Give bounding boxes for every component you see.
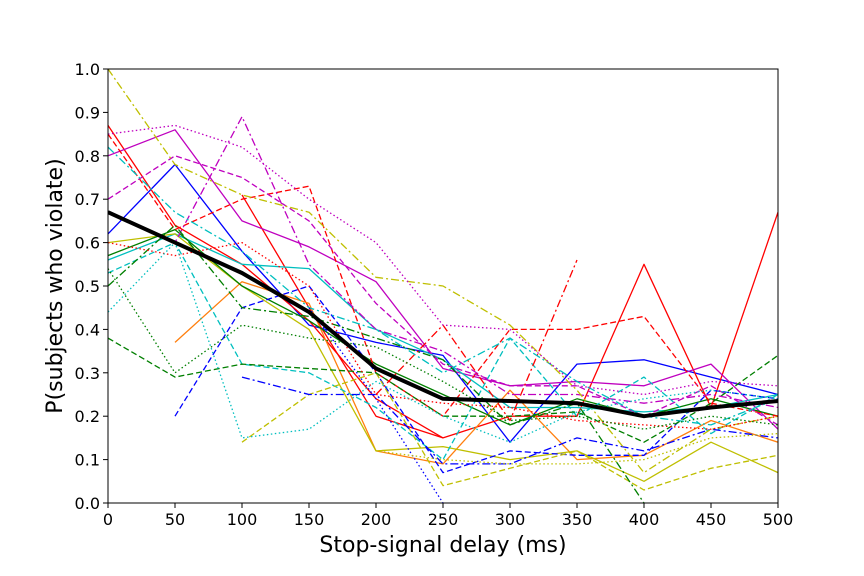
series-line-11 [108, 155, 778, 426]
x-tick-label: 350 [562, 510, 593, 529]
x-tick-label: 500 [763, 510, 794, 529]
series-line-24 [108, 241, 778, 443]
y-tick-label: 0.5 [75, 277, 100, 296]
series-line-26 [108, 268, 778, 430]
y-tick-label: 0.8 [75, 147, 100, 166]
x-tick-label: 100 [227, 510, 258, 529]
y-tick-label: 0.3 [75, 364, 100, 383]
y-tick-label: 0.2 [75, 407, 100, 426]
x-tick-label: 250 [428, 510, 459, 529]
series-line-15 [241, 376, 778, 465]
series-line-16 [375, 259, 578, 422]
series-line-22 [108, 241, 778, 430]
series-line-4 [108, 129, 778, 430]
series-line-20 [108, 224, 645, 503]
y-tick-label: 1.0 [75, 60, 100, 79]
x-tick-label: 300 [495, 510, 526, 529]
x-tick-label: 400 [629, 510, 660, 529]
y-tick-label: 0.9 [75, 103, 100, 122]
series-line-19 [108, 69, 778, 474]
x-tick-label: 150 [294, 510, 325, 529]
series-line-17 [108, 116, 778, 409]
series-line-21 [308, 307, 444, 503]
x-axis: 0 50 100 150 200 250 300 350 400 450 500 [103, 503, 793, 529]
y-axis: 0.0 0.1 0.2 0.3 0.4 0.5 0.6 0.7 0.8 0.9 1.0 [75, 60, 108, 513]
series-line-13 [241, 372, 778, 491]
series-line-7 [108, 233, 778, 482]
series-line-18 [108, 146, 778, 426]
y-tick-label: 0.0 [75, 494, 100, 513]
series-line-3 [241, 194, 444, 439]
x-tick-label: 50 [165, 510, 185, 529]
series-line-23 [108, 124, 778, 396]
x-tick-label: 450 [696, 510, 727, 529]
x-tick-label: 200 [361, 510, 392, 529]
x-tick-label: 0 [103, 510, 113, 529]
y-tick-label: 0.1 [75, 451, 100, 470]
y-tick-label: 0.6 [75, 234, 100, 253]
series-line-8 [108, 228, 778, 426]
series-layer [108, 69, 778, 503]
series-line-mean [108, 210, 778, 419]
series-line-1 [108, 163, 778, 443]
y-axis-label: P(subjects who violate) [43, 158, 68, 413]
y-tick-label: 0.4 [75, 320, 100, 339]
y-tick-label: 0.7 [75, 190, 100, 209]
x-axis-label: Stop-signal delay (ms) [319, 533, 566, 558]
